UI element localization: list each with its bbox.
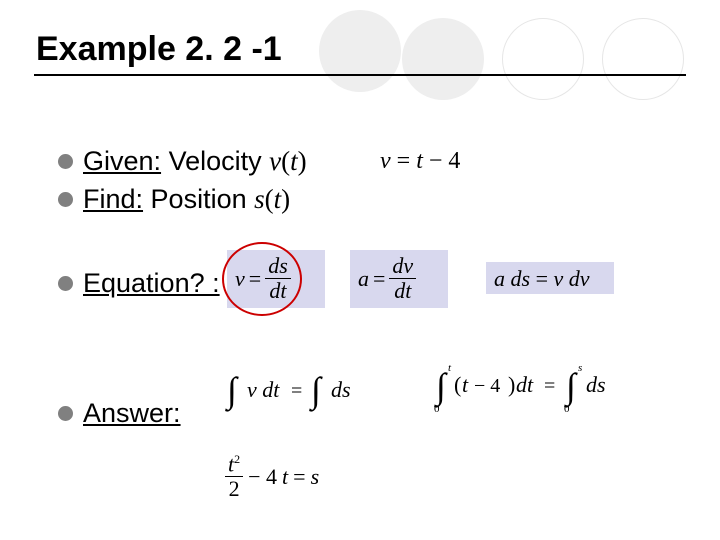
decor-circles-right — [402, 18, 684, 100]
title-underline — [34, 74, 686, 76]
svg-text:=: = — [544, 375, 555, 397]
bullet-given: Given: Velocity v ((t)t) — [58, 146, 307, 177]
given-text: Velocity — [169, 146, 262, 177]
svg-text:∫: ∫ — [434, 366, 448, 408]
given-var: v — [269, 146, 281, 177]
svg-text:t: t — [462, 372, 469, 397]
decor-circle-left — [319, 10, 401, 92]
given-label: Given: — [83, 146, 161, 177]
eq-adsvdv: a ds = v dv — [494, 266, 590, 292]
svg-text:0: 0 — [564, 403, 570, 415]
svg-text:∫: ∫ — [225, 370, 239, 412]
svg-text:ds: ds — [331, 377, 351, 402]
eq-velocity: v = t − 4 — [380, 148, 460, 175]
highlight-circle-icon — [222, 242, 302, 316]
svg-text:): ) — [508, 372, 515, 397]
bullet-dot-icon — [58, 406, 73, 421]
decor-circle-1 — [402, 18, 484, 100]
bullet-dot-icon — [58, 154, 73, 169]
slide-title: Example 2. 2 -1 — [36, 30, 282, 69]
svg-text:− 4: − 4 — [474, 375, 500, 397]
find-var: s — [254, 184, 265, 215]
bullet-find: Find: Position s (t) — [58, 184, 290, 215]
svg-text:s: s — [578, 362, 582, 374]
bullet-dot-icon — [58, 192, 73, 207]
svg-text:∫: ∫ — [309, 370, 323, 412]
svg-text:t: t — [448, 362, 452, 374]
svg-text:=: = — [291, 380, 302, 402]
find-label: Find: — [83, 184, 143, 215]
svg-text:∫: ∫ — [564, 366, 578, 408]
eq-int1: ∫ v dt = ∫ ds — [225, 368, 395, 419]
svg-text:(: ( — [454, 372, 461, 397]
svg-text:ds: ds — [586, 372, 606, 397]
answer-label: Answer: — [83, 398, 181, 429]
eq-adv: a = dv dt — [358, 254, 416, 303]
svg-text:v dt: v dt — [247, 377, 280, 402]
eq-int2: ∫ 0 t ( t − 4 ) dt = ∫ 0 s ds — [430, 358, 680, 423]
find-text: Position — [151, 184, 247, 215]
bullet-equation: Equation? : — [58, 268, 220, 299]
bullet-answer: Answer: — [58, 398, 181, 429]
svg-text:dt: dt — [516, 372, 534, 397]
decor-circle-3 — [602, 18, 684, 100]
equation-label: Equation? : — [83, 268, 220, 299]
find-arg: (t) — [265, 184, 291, 215]
bullet-dot-icon — [58, 276, 73, 291]
decor-circle-2 — [502, 18, 584, 100]
eq-result: t2 2 − 4 t = s — [225, 452, 319, 501]
given-arg: ((t)t) — [281, 146, 307, 177]
svg-text:0: 0 — [434, 403, 440, 415]
